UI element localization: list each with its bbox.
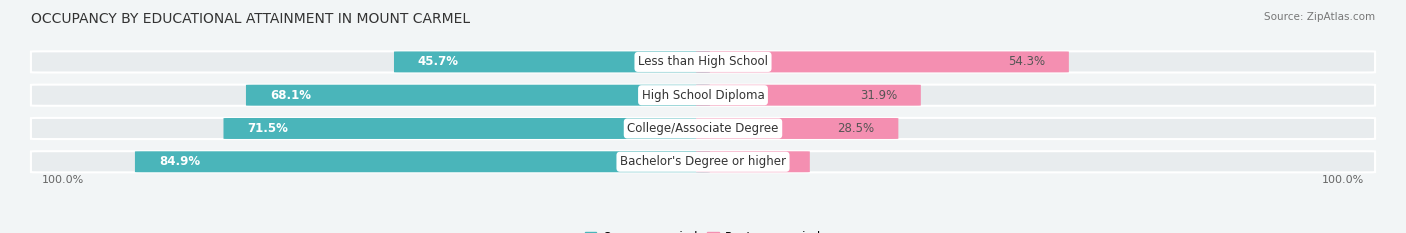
FancyBboxPatch shape (135, 151, 710, 172)
Text: Less than High School: Less than High School (638, 55, 768, 69)
FancyBboxPatch shape (696, 51, 1069, 72)
Text: Source: ZipAtlas.com: Source: ZipAtlas.com (1264, 12, 1375, 22)
Text: 45.7%: 45.7% (418, 55, 458, 69)
Text: Bachelor's Degree or higher: Bachelor's Degree or higher (620, 155, 786, 168)
Text: High School Diploma: High School Diploma (641, 89, 765, 102)
Text: 100.0%: 100.0% (42, 175, 84, 185)
FancyBboxPatch shape (31, 51, 1375, 72)
Legend: Owner-occupied, Renter-occupied: Owner-occupied, Renter-occupied (579, 226, 827, 233)
FancyBboxPatch shape (31, 118, 1375, 139)
Text: 84.9%: 84.9% (159, 155, 200, 168)
FancyBboxPatch shape (696, 151, 810, 172)
FancyBboxPatch shape (696, 85, 921, 106)
Text: 100.0%: 100.0% (1322, 175, 1364, 185)
FancyBboxPatch shape (696, 118, 898, 139)
Text: 28.5%: 28.5% (838, 122, 875, 135)
FancyBboxPatch shape (31, 85, 1375, 106)
Text: 15.1%: 15.1% (748, 155, 786, 168)
Text: College/Associate Degree: College/Associate Degree (627, 122, 779, 135)
Text: 71.5%: 71.5% (247, 122, 288, 135)
FancyBboxPatch shape (31, 151, 1375, 172)
Text: OCCUPANCY BY EDUCATIONAL ATTAINMENT IN MOUNT CARMEL: OCCUPANCY BY EDUCATIONAL ATTAINMENT IN M… (31, 12, 470, 26)
Text: 68.1%: 68.1% (270, 89, 311, 102)
FancyBboxPatch shape (394, 51, 710, 72)
Text: 54.3%: 54.3% (1008, 55, 1045, 69)
FancyBboxPatch shape (246, 85, 710, 106)
FancyBboxPatch shape (224, 118, 710, 139)
Text: 31.9%: 31.9% (859, 89, 897, 102)
